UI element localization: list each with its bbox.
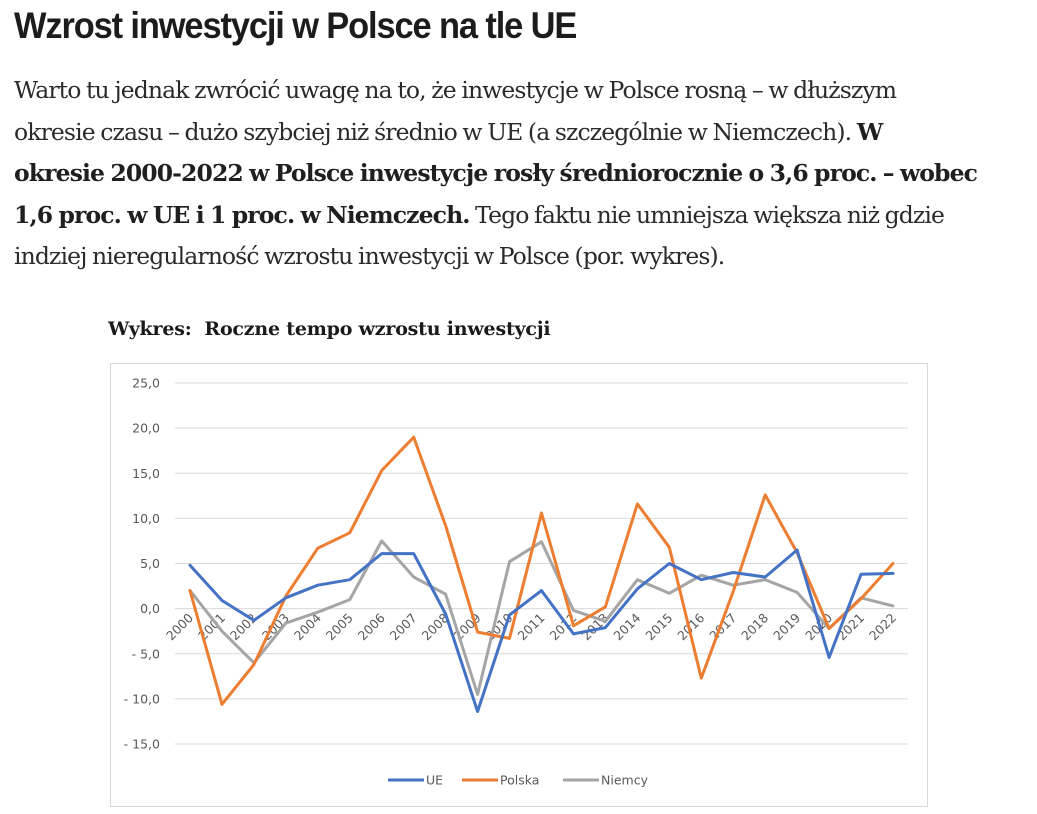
bold-text-run: 1,6 proc. w UE i 1 proc. w Niemczech. <box>14 200 470 229</box>
x-tick-label: 2018 <box>738 610 771 643</box>
legend-label: Niemcy <box>601 773 649 788</box>
x-tick-label: 2007 <box>387 610 420 643</box>
chart-frame <box>110 363 928 807</box>
chart-legend: UE Polska Niemcy <box>388 773 649 788</box>
x-tick-label: 2022 <box>866 610 899 643</box>
y-tick-label: 25,0 <box>132 376 160 391</box>
chart-heading: Wykres: Roczne tempo wzrostu inwestycji <box>108 318 551 340</box>
series-line-niemcy <box>188 539 895 696</box>
x-tick-label: 2021 <box>834 610 867 643</box>
bold-text-run: W <box>856 117 883 146</box>
x-tick-label: 2019 <box>770 610 803 643</box>
paragraph-line: okresie 2000-2022 w Polsce inwestycje ro… <box>14 153 1024 195</box>
legend-label: Polska <box>500 773 539 788</box>
paragraph-line: Warto tu jednak zwrócić uwagę na to, że … <box>14 70 1024 112</box>
y-tick-label: 5,0 <box>140 556 160 571</box>
series-line-ue <box>188 548 895 713</box>
y-tick-label: - 5,0 <box>132 646 160 661</box>
y-tick-label: - 15,0 <box>124 737 160 752</box>
legend-label: UE <box>426 773 443 788</box>
y-tick-label: 0,0 <box>140 601 160 616</box>
x-tick-label: 2006 <box>355 610 388 643</box>
x-tick-label: 2015 <box>642 610 675 643</box>
paragraph-line: indziej nieregularność wzrostu inwestycj… <box>14 236 1024 278</box>
text-run: okresie czasu – dużo szybciej niż średni… <box>14 117 857 146</box>
paragraph-line: okresie czasu – dużo szybciej niż średni… <box>14 112 1024 154</box>
article-title: Wzrost inwestycji w Polsce na tle UE <box>14 5 577 46</box>
y-tick-label: 15,0 <box>132 466 160 481</box>
y-axis-tick-labels: 25,0 20,0 15,0 10,0 5,0 0,0 - 5,0 - 10,0 - 15,0 <box>124 376 160 752</box>
gridlines <box>175 382 908 745</box>
y-tick-label: 10,0 <box>132 511 160 526</box>
series-lines <box>188 435 895 713</box>
bold-text-run: okresie 2000-2022 w Polsce inwestycje ro… <box>14 159 978 187</box>
text-run: indziej nieregularność wzrostu inwestycj… <box>14 242 725 270</box>
text-run: Warto tu jednak zwrócić uwagę na to, że … <box>14 76 897 104</box>
x-tick-label: 2000 <box>163 610 196 643</box>
x-tick-label: 2017 <box>706 610 739 643</box>
x-tick-label: 2005 <box>323 610 356 643</box>
y-tick-label: - 10,0 <box>124 691 160 706</box>
x-tick-label: 2011 <box>515 610 548 643</box>
y-tick-label: 20,0 <box>132 421 160 436</box>
article-paragraph: Warto tu jednak zwrócić uwagę na to, że … <box>14 70 1024 278</box>
text-run: Tego faktu nie umniejsza większa niż gdz… <box>469 200 945 229</box>
paragraph-line: 1,6 proc. w UE i 1 proc. w Niemczech. Te… <box>14 195 1024 237</box>
series-line-polska <box>188 435 895 706</box>
